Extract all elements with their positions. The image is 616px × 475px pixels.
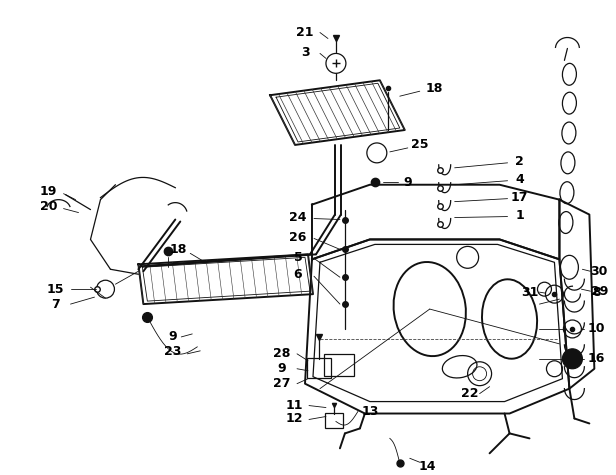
- Text: 27: 27: [274, 377, 291, 390]
- Text: 3: 3: [301, 46, 309, 59]
- Text: 18: 18: [426, 82, 444, 95]
- Text: 13: 13: [361, 405, 379, 418]
- Text: 6: 6: [294, 268, 302, 281]
- Text: 8: 8: [592, 285, 601, 299]
- Text: 22: 22: [461, 387, 479, 400]
- Text: 24: 24: [290, 211, 307, 224]
- Text: 25: 25: [411, 138, 429, 152]
- Text: 26: 26: [290, 231, 307, 244]
- Text: 9: 9: [168, 331, 177, 343]
- Text: 15: 15: [47, 283, 64, 295]
- Text: 10: 10: [588, 323, 605, 335]
- Text: 18: 18: [169, 243, 187, 256]
- Text: 2: 2: [515, 155, 524, 168]
- Text: 21: 21: [296, 26, 314, 39]
- Text: 9: 9: [403, 176, 412, 189]
- Text: 14: 14: [419, 460, 437, 473]
- Text: 4: 4: [515, 173, 524, 186]
- Text: 1: 1: [515, 209, 524, 222]
- Text: 19: 19: [40, 185, 57, 198]
- Text: 28: 28: [274, 347, 291, 361]
- Text: 20: 20: [40, 200, 57, 213]
- Text: 16: 16: [588, 352, 605, 365]
- Text: 31: 31: [521, 285, 538, 299]
- Text: 11: 11: [285, 399, 303, 412]
- Text: 17: 17: [511, 191, 529, 204]
- Text: 5: 5: [294, 251, 302, 264]
- Text: 9: 9: [278, 362, 286, 375]
- Text: 23: 23: [164, 345, 181, 358]
- Text: 29: 29: [591, 285, 608, 298]
- Circle shape: [562, 349, 582, 369]
- Text: 7: 7: [51, 298, 60, 311]
- Text: 12: 12: [285, 412, 303, 425]
- Text: 30: 30: [591, 265, 608, 278]
